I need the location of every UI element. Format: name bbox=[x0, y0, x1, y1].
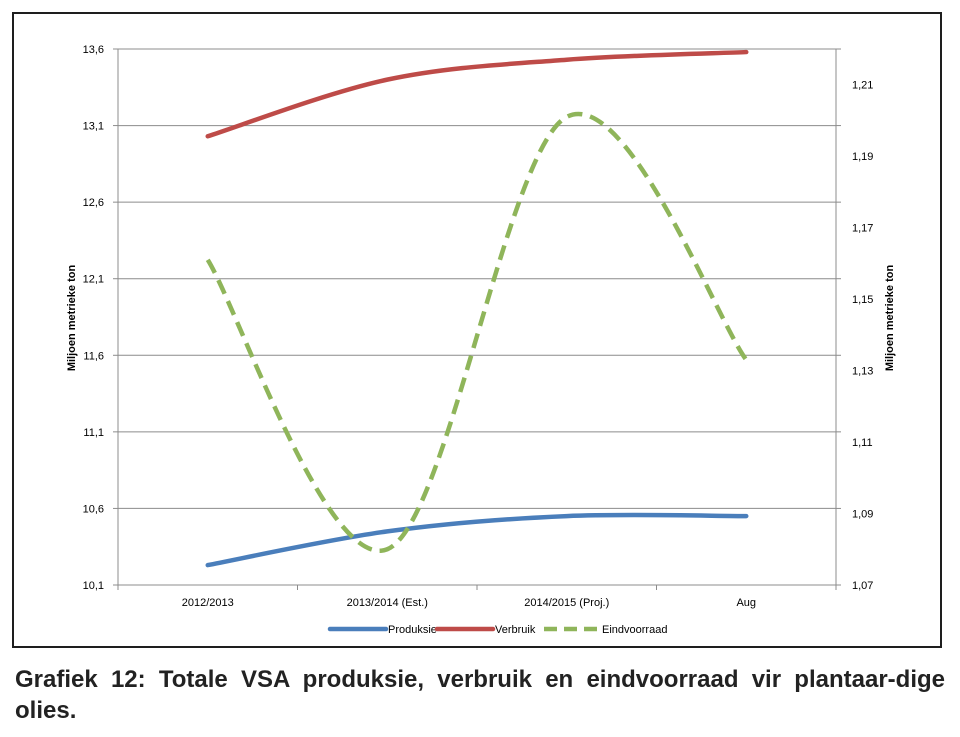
left-tick-label: 11,1 bbox=[83, 427, 104, 439]
left-tick-label: 13,1 bbox=[83, 121, 104, 133]
series-line-eindvoorraad bbox=[205, 111, 749, 553]
x-tick-label: Aug bbox=[736, 597, 756, 609]
series-line-verbruik bbox=[205, 49, 749, 139]
figure-caption: Grafiek 12: Totale VSA produksie, verbru… bbox=[15, 666, 945, 724]
left-tick-label: 12,6 bbox=[83, 197, 104, 209]
series-line-produksie bbox=[205, 512, 749, 568]
series-lines bbox=[205, 49, 749, 568]
left-tick-label: 10,6 bbox=[83, 503, 104, 515]
right-tick-label: 1,13 bbox=[852, 366, 873, 378]
legend-label: Produksie bbox=[388, 624, 437, 636]
right-axis-ticks: 1,07 1,09 1,11 1,13 1,15 1,17 1,19 1,21 bbox=[852, 80, 873, 592]
x-tick-label: 2014/2015 (Proj.) bbox=[524, 597, 609, 609]
right-tick-label: 1,07 bbox=[852, 580, 873, 592]
right-tick-label: 1,19 bbox=[852, 151, 873, 163]
right-tick-label: 1,09 bbox=[852, 509, 873, 521]
left-tick-label: 12,1 bbox=[83, 274, 104, 286]
x-tick-label: 2013/2014 (Est.) bbox=[347, 597, 428, 609]
left-tick-label: 13,6 bbox=[83, 44, 104, 56]
right-tick-label: 1,15 bbox=[852, 294, 873, 306]
legend-label: Eindvoorraad bbox=[602, 624, 667, 636]
left-tick-label: 11,6 bbox=[83, 350, 104, 362]
right-axis-title: Miljoen metrieke ton bbox=[884, 265, 896, 372]
legend: Produksie Verbruik Eindvoorraad bbox=[327, 624, 667, 636]
x-axis-ticks: 2012/2013 2013/2014 (Est.) 2014/2015 (Proj… bbox=[182, 597, 756, 609]
right-tick-label: 1,21 bbox=[852, 80, 873, 92]
left-tick-label: 10,1 bbox=[83, 580, 104, 592]
left-axis-ticks: 10,1 10,6 11,1 11,6 12,1 12,6 13,1 13,6 bbox=[83, 44, 104, 592]
x-tick-label: 2012/2013 bbox=[182, 597, 234, 609]
left-axis-title: Miljoen metrieke ton bbox=[66, 265, 78, 372]
legend-label: Verbruik bbox=[495, 624, 536, 636]
chart-frame: 10,1 10,6 11,1 11,6 12,1 12,6 13,1 13,6 1,07 1,0… bbox=[12, 12, 942, 648]
right-tick-label: 1,17 bbox=[852, 223, 873, 235]
right-tick-label: 1,11 bbox=[852, 437, 873, 449]
line-chart: 10,110,611,111,612,112,613,113,6 1,071,0… bbox=[66, 44, 896, 636]
